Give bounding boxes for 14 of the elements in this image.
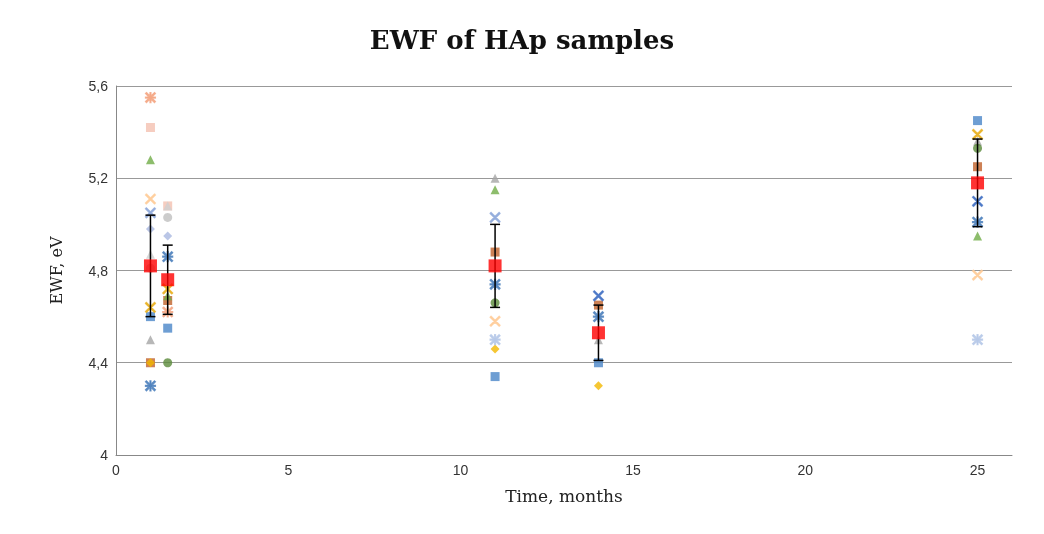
- x-tick-label: 15: [625, 462, 641, 478]
- x-tick-label: 25: [969, 462, 986, 478]
- y-axis-title: EWF, eV: [46, 236, 66, 305]
- x-tick-label: 0: [112, 462, 121, 478]
- y-tick-label: 4: [100, 447, 109, 463]
- y-tick-label: 4,8: [88, 262, 109, 279]
- y-tick-label: 5,6: [88, 78, 109, 94]
- x-tick-label: 10: [452, 462, 469, 478]
- y-tick-label: 5,2: [88, 170, 109, 187]
- chart-title: EWF of HAp samples: [369, 25, 675, 55]
- x-axis-title: Time, months: [505, 485, 623, 506]
- y-tick-label: 4,4: [88, 354, 109, 371]
- x-tick-label: 20: [797, 462, 814, 478]
- x-tick-label: 5: [284, 462, 293, 478]
